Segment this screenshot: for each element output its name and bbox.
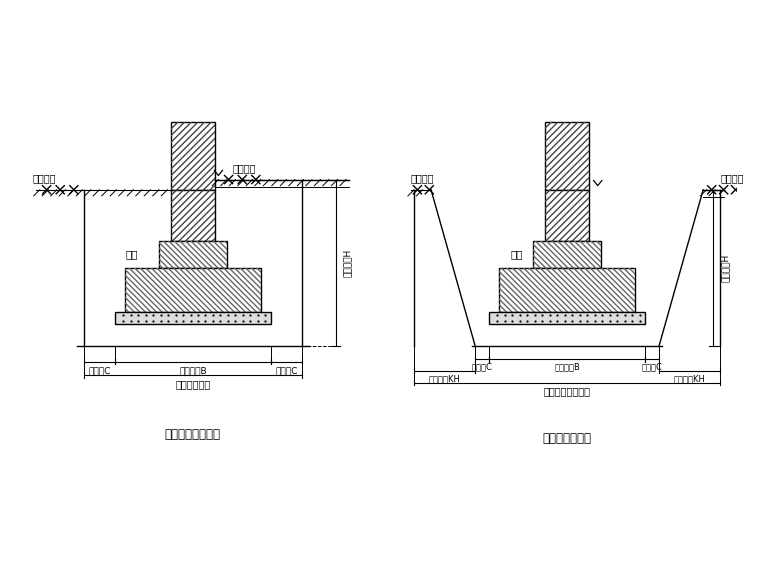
- Text: 工作面C: 工作面C: [641, 363, 663, 372]
- Bar: [545, 122, 589, 190]
- Text: 室内地平: 室内地平: [232, 164, 255, 173]
- Bar: [115, 312, 271, 324]
- Bar: [171, 190, 215, 241]
- Text: 基础: 基础: [126, 250, 138, 259]
- Bar: [545, 190, 589, 241]
- Text: 室内地平: 室内地平: [720, 174, 744, 184]
- Text: 室外地平: 室外地平: [33, 174, 56, 184]
- Text: 工作面C: 工作面C: [275, 366, 298, 375]
- Text: 基础宽度B: 基础宽度B: [179, 366, 207, 375]
- Text: 基础宽度B: 基础宽度B: [554, 363, 580, 372]
- Bar: [499, 268, 635, 312]
- Text: 开掘深度H: 开掘深度H: [344, 249, 352, 277]
- Bar: [499, 268, 635, 312]
- Bar: [533, 241, 601, 268]
- Bar: [171, 122, 215, 190]
- Text: 室外地平: 室外地平: [410, 174, 434, 184]
- Bar: [125, 268, 261, 312]
- Text: 工作面C: 工作面C: [472, 363, 492, 372]
- Bar: [545, 190, 589, 241]
- Bar: [489, 312, 645, 324]
- Text: 开掘深度H: 开掘深度H: [721, 254, 730, 282]
- Bar: [125, 268, 261, 312]
- Text: 放坡宽度KH: 放坡宽度KH: [429, 374, 461, 383]
- Text: 工作面C: 工作面C: [88, 366, 110, 375]
- Bar: [171, 122, 215, 190]
- Text: 基槽基底开掘宽度: 基槽基底开掘宽度: [543, 386, 591, 396]
- Bar: [171, 190, 215, 241]
- Bar: [545, 122, 589, 190]
- Text: 不放坡的基槽断面: 不放坡的基槽断面: [165, 428, 221, 441]
- Bar: [159, 241, 227, 268]
- Text: 放坡宽度KH: 放坡宽度KH: [673, 374, 705, 383]
- Text: 基槽开掘宽度: 基槽开掘宽度: [176, 380, 211, 389]
- Text: 基础: 基础: [511, 250, 523, 259]
- Bar: [533, 241, 601, 268]
- Bar: [159, 241, 227, 268]
- Text: 放坡的基槽断面: 放坡的基槽断面: [543, 431, 591, 445]
